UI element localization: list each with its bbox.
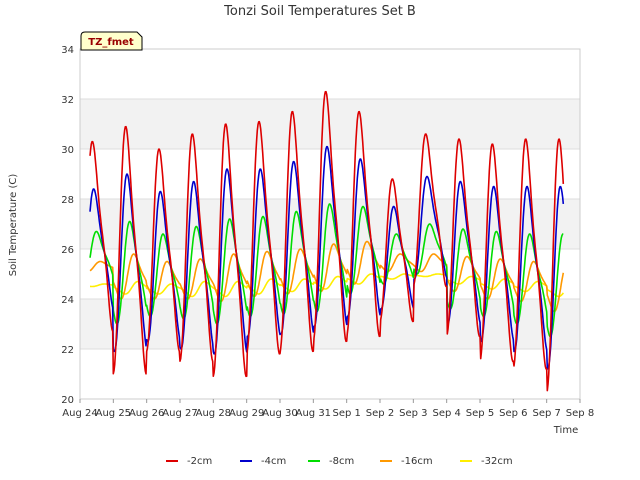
x-tick-label: Aug 28 — [196, 408, 231, 419]
y-tick-label: 34 — [61, 45, 74, 56]
y-tick-label: 20 — [61, 395, 74, 406]
badge-label: TZ_fmet — [88, 37, 134, 48]
plot-band — [80, 349, 580, 399]
x-tick-label: Aug 24 — [62, 408, 97, 419]
legend: -2cm -4cm -8cm -16cm -32cm — [166, 456, 513, 467]
x-axis-label: Time — [553, 425, 578, 436]
legend-label: -32cm — [481, 456, 513, 467]
x-tick-label: Sep 7 — [532, 408, 560, 419]
x-tick-label: Aug 31 — [296, 408, 331, 419]
y-tick-label: 28 — [61, 195, 74, 206]
x-tick-label: Aug 25 — [96, 408, 131, 419]
x-tick-label: Aug 29 — [229, 408, 264, 419]
legend-label: -8cm — [329, 456, 354, 467]
y-tick-label: 32 — [61, 95, 74, 106]
badge-box — [80, 31, 143, 51]
x-tick-label: Aug 30 — [262, 408, 297, 419]
x-tick-label: Sep 6 — [499, 408, 527, 419]
x-tick-label: Sep 8 — [566, 408, 594, 419]
badge: TZ_fmet — [80, 31, 143, 51]
series-layer — [89, 90, 565, 392]
plot-background — [80, 49, 580, 399]
x-tick-label: Aug 26 — [129, 408, 164, 419]
series-line-m2cm — [89, 90, 565, 392]
chart-title: Tonzi Soil Temperatures Set B — [223, 4, 416, 19]
y-tick-label: 30 — [61, 145, 74, 156]
plot-band — [80, 49, 580, 99]
x-tick-label: Sep 1 — [332, 408, 360, 419]
y-tick-label: 26 — [61, 245, 74, 256]
plot-band — [80, 299, 580, 349]
legend-label: -4cm — [261, 456, 286, 467]
y-tick-labels: 20 22 24 26 28 30 32 34 — [61, 45, 74, 406]
plot-frame — [79, 48, 581, 400]
x-tick-label: Sep 4 — [432, 408, 460, 419]
legend-label: -16cm — [401, 456, 433, 467]
y-tick-label: 24 — [61, 295, 74, 306]
y-axis-label: Soil Temperature (C) — [8, 174, 19, 277]
y-tick-label: 22 — [61, 345, 74, 356]
x-tick-label: Sep 2 — [366, 408, 394, 419]
legend-label: -2cm — [187, 456, 212, 467]
series-line-m4cm — [89, 145, 565, 370]
x-tick-label: Sep 5 — [466, 408, 494, 419]
x-tick-label: Aug 27 — [162, 408, 197, 419]
x-tick-label: Sep 3 — [399, 408, 427, 419]
